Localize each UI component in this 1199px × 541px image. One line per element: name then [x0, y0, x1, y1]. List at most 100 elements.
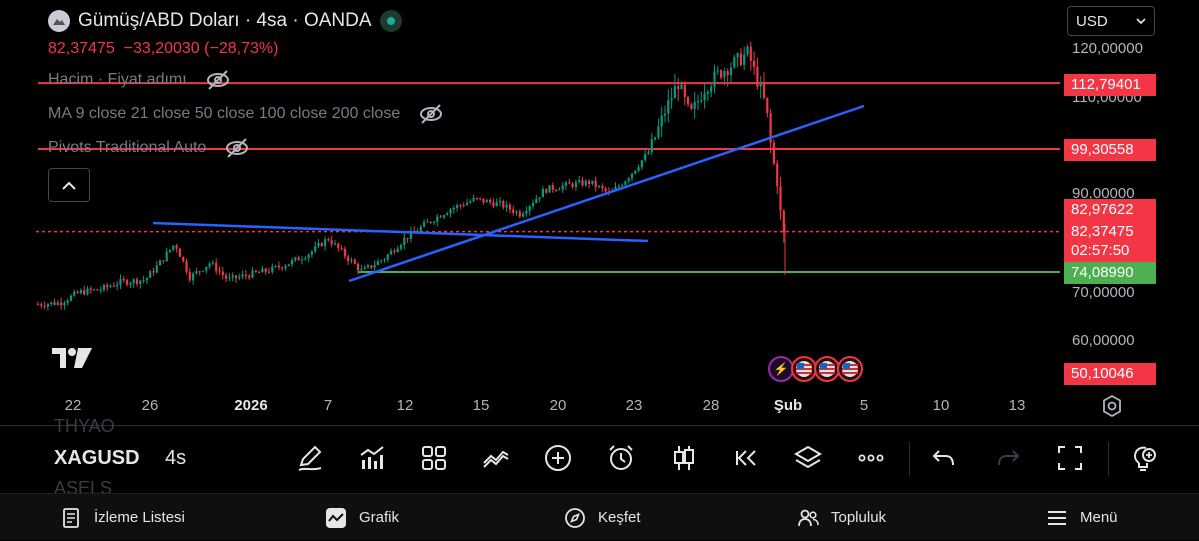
chart-icon [326, 507, 346, 528]
candle-body [654, 137, 657, 140]
candle-body [380, 260, 383, 262]
indicator-ma-label: MA 9 close 21 close 50 close 100 close 2… [48, 105, 401, 122]
candle-body [637, 167, 640, 171]
candle-body [271, 266, 274, 273]
candle-body [729, 67, 733, 76]
price-label-pivot[interactable]: 99,30558 [1064, 139, 1156, 161]
candle-body [591, 180, 594, 185]
candle-body [228, 277, 231, 279]
indicator-volume[interactable]: Hacim · Fiyat adımı [48, 69, 231, 91]
timeframe[interactable]: 4s [165, 447, 187, 469]
active-symbol[interactable]: XAGUSD [54, 447, 140, 469]
candle-body [370, 265, 373, 268]
alarm-clock-icon [609, 445, 633, 470]
chart-area[interactable]: Gümüş/ABD Doları · 4sa · OANDA 82,37475 … [0, 0, 1199, 425]
add-button[interactable] [540, 440, 576, 476]
price-label-high[interactable]: 82,97622 [1064, 199, 1156, 221]
candle-body [353, 259, 356, 264]
grid-icon [422, 446, 446, 470]
indicators-button[interactable] [354, 440, 390, 476]
candle-body [419, 226, 422, 232]
price-chart[interactable] [0, 0, 1060, 390]
ideas-button[interactable] [1126, 440, 1162, 476]
candle-body [175, 245, 178, 249]
candle-body [696, 101, 700, 103]
candle-body [677, 85, 680, 90]
candle-body [340, 248, 343, 250]
price-label-last[interactable]: 82,37475 [1064, 221, 1156, 243]
us-flag-event-icon[interactable] [791, 356, 817, 382]
eye-off-icon[interactable] [224, 137, 250, 159]
layout-button[interactable] [416, 440, 452, 476]
candle-body [307, 254, 310, 259]
candle-body [287, 264, 290, 267]
candle-body [185, 261, 188, 273]
nav-community[interactable]: Topluluk [797, 494, 886, 541]
candle-body [574, 182, 577, 187]
candle-body [149, 271, 152, 278]
fullscreen-button[interactable] [1052, 440, 1088, 476]
candle-body [716, 70, 719, 72]
candle-body [475, 197, 478, 199]
more-button[interactable] [853, 440, 889, 476]
candle-body [129, 283, 132, 285]
candle-body [409, 230, 412, 239]
undo-button[interactable] [926, 440, 962, 476]
draw-button[interactable] [292, 440, 328, 476]
candle-body [112, 286, 115, 288]
y-tick: 70,00000 [1072, 284, 1135, 301]
candle-body [601, 185, 604, 189]
eye-off-icon[interactable] [205, 69, 231, 91]
eye-off-icon[interactable] [418, 103, 444, 125]
indicator-ma[interactable]: MA 9 close 21 close 50 close 100 close 2… [48, 103, 444, 125]
nav-watchlist-label: İzleme Listesi [94, 509, 185, 526]
chart-type-button[interactable] [666, 440, 702, 476]
candle-body [238, 276, 241, 279]
candle-body [551, 185, 554, 190]
nav-explore[interactable]: Keşfet [564, 494, 641, 541]
nav-chart[interactable]: Grafik [325, 494, 399, 541]
candle-body [663, 113, 667, 116]
indicators-icon [360, 446, 384, 469]
price-label-resistance[interactable]: 112,79401 [1064, 74, 1156, 96]
candle-body [512, 209, 515, 213]
chart-legend-title[interactable]: Gümüş/ABD Doları · 4sa · OANDA [48, 10, 402, 32]
candle-body [683, 84, 686, 98]
candle-body [515, 211, 518, 213]
candle-body [102, 284, 106, 290]
price-label-low[interactable]: 50,10046 [1064, 363, 1156, 385]
economic-events[interactable]: ⚡ [768, 356, 863, 382]
x-tick: 22 [64, 397, 82, 414]
currency-select[interactable]: USD [1067, 6, 1155, 36]
candle-body [459, 205, 462, 207]
layers-button[interactable] [790, 440, 826, 476]
candle-body [56, 302, 59, 305]
candle-body [337, 243, 340, 249]
candle-body [182, 256, 185, 262]
price-label-support[interactable]: 74,08990 [1064, 262, 1156, 284]
watchlist-prev-symbol[interactable]: THYAO [54, 416, 115, 436]
candle-body [291, 260, 294, 265]
candle-body [597, 185, 601, 187]
us-flag-event-icon[interactable] [837, 356, 863, 382]
alert-button[interactable] [603, 440, 639, 476]
redo-button[interactable] [990, 440, 1026, 476]
nav-watchlist[interactable]: İzleme Listesi [60, 494, 185, 541]
candle-body [258, 271, 261, 273]
candle-body [234, 275, 238, 279]
candle-body [710, 86, 713, 92]
candle-body [485, 200, 488, 203]
candle-body [274, 265, 277, 267]
chart-settings-icon[interactable] [1100, 394, 1124, 418]
replay-button[interactable] [728, 440, 764, 476]
compare-button[interactable] [478, 440, 514, 476]
x-tick: 28 [702, 397, 720, 414]
candle-body [93, 289, 96, 291]
collapse-legend-button[interactable] [48, 168, 90, 202]
candle-body [469, 201, 472, 203]
nav-menu[interactable]: Menü [1046, 494, 1118, 541]
candle-body [545, 189, 548, 193]
indicator-pivots[interactable]: Pivots Traditional Auto [48, 137, 250, 159]
candle-body [106, 284, 109, 287]
candle-body [769, 113, 772, 143]
